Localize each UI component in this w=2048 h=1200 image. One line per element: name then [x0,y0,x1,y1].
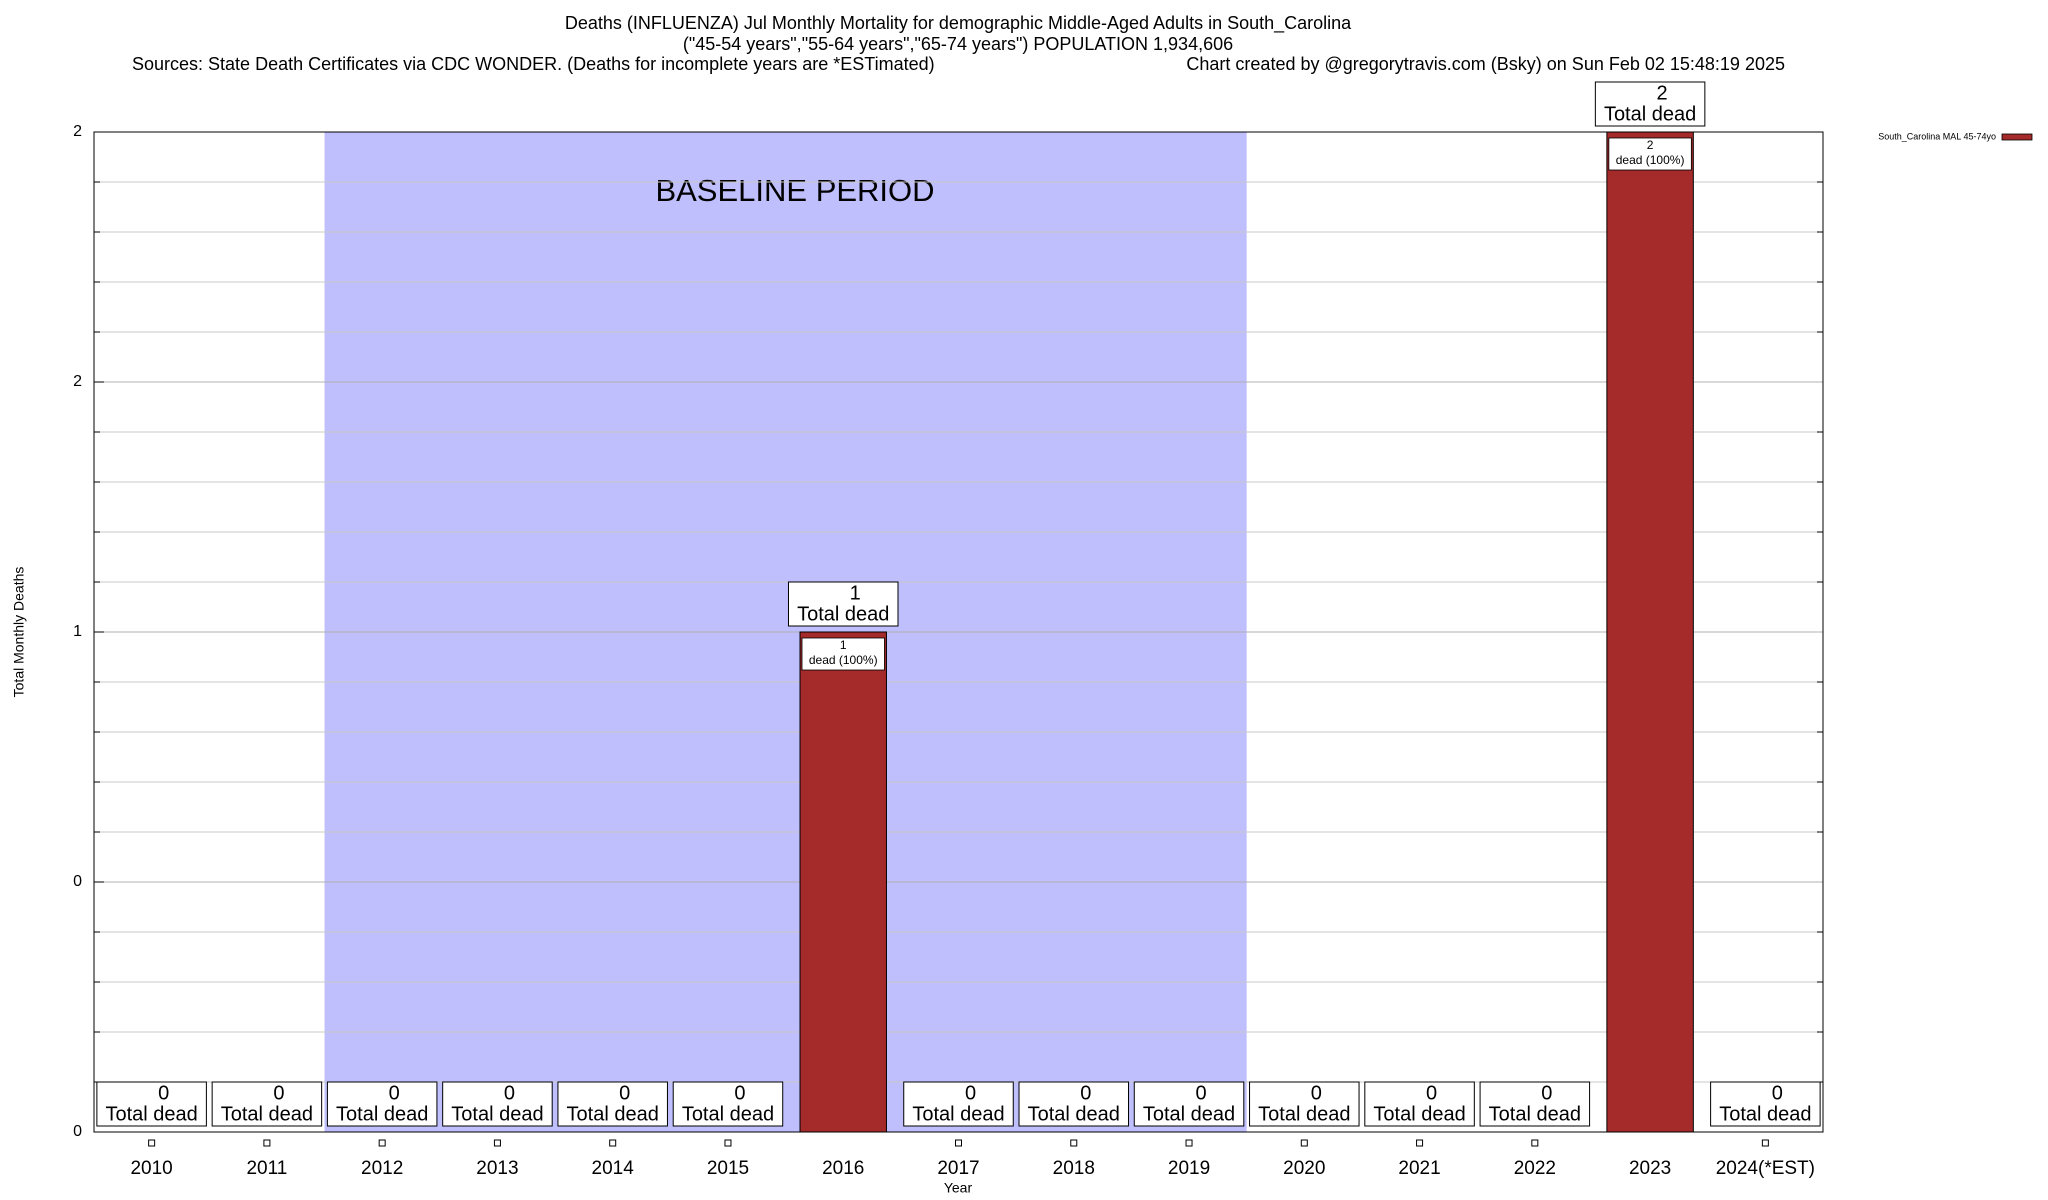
total-label: Total dead [1489,1103,1581,1125]
y-tick-label: 1 [73,623,82,640]
y-tick-label: 2 [73,123,82,140]
chart-credit: Chart created by @gregorytravis.com (Bsk… [1186,54,1785,74]
total-label: Total dead [336,1103,428,1125]
total-label: Total dead [912,1103,1004,1125]
total-box [1249,1081,1360,1127]
y-axis-label: Total Monthly Deaths [11,567,27,698]
legend-swatch [2001,133,2033,141]
y-tick-label: 2 [73,373,82,390]
legend-label: South_Carolina MAL 45-74yo [1878,131,1996,141]
total-label: Total dead [451,1103,543,1125]
total-label: Total dead [1028,1103,1120,1125]
zero-marker [148,1139,156,1147]
total-box [1364,1081,1475,1127]
x-tick-label: 2021 [1398,1158,1440,1179]
total-value: 0 [734,1082,745,1104]
x-tick-label: 2018 [1053,1158,1095,1179]
total-value: 0 [158,1082,169,1104]
total-box [1018,1081,1130,1127]
total-box [96,1081,207,1127]
total-label: Total dead [682,1103,774,1125]
x-tick-label: 2024(*EST) [1716,1158,1815,1179]
x-tick-label: 2023 [1629,1158,1671,1179]
chart-title: Deaths (INFLUENZA) Jul Monthly Mortality… [565,13,1352,34]
total-value: 0 [1772,1082,1783,1104]
zero-marker [493,1139,501,1147]
x-tick-label: 2017 [937,1158,979,1179]
bar [799,631,887,1133]
zero-marker [1185,1139,1193,1147]
x-tick-label: 2014 [592,1158,635,1179]
bar-inner-value: 1 [840,638,847,652]
total-label: Total dead [1719,1103,1811,1125]
zero-marker [1300,1139,1308,1147]
zero-marker [955,1139,962,1147]
total-label: Total dead [221,1103,313,1125]
total-value: 0 [504,1082,515,1104]
zero-marker [378,1139,386,1147]
x-tick-label: 2012 [361,1158,403,1179]
x-tick-label: 2015 [707,1158,749,1179]
total-value: 2 [1657,82,1668,104]
total-value: 0 [965,1082,976,1104]
total-box [903,1081,1014,1127]
total-box [787,581,899,627]
total-value: 0 [389,1082,400,1104]
total-label: Total dead [1143,1103,1235,1125]
zero-marker [1761,1139,1769,1147]
total-value: 0 [1080,1082,1091,1104]
bar-inner-share: dead (100%) [809,653,878,667]
chart-subtitle: ("45-54 years","55-64 years","65-74 year… [683,34,1233,54]
total-label: Total dead [1258,1103,1350,1125]
total-label: Total dead [797,603,889,625]
x-tick-label: 2010 [130,1158,172,1179]
total-box [442,1081,553,1127]
zero-marker [1416,1139,1424,1147]
x-tick-label: 2020 [1283,1158,1325,1179]
bar-inner-box [1608,137,1692,171]
total-box [1479,1081,1591,1127]
chart-sources: Sources: State Death Certificates via CD… [132,54,935,74]
x-axis-label: Year [944,1180,973,1196]
total-value: 0 [273,1082,284,1104]
bar-inner-value: 2 [1647,138,1654,152]
total-box [557,1081,668,1127]
total-box [211,1081,323,1127]
total-value: 0 [1541,1082,1552,1104]
total-box [672,1081,784,1127]
zero-marker [609,1139,617,1147]
total-value: 0 [1195,1082,1206,1104]
total-box [1710,1081,1821,1127]
x-tick-label: 2011 [246,1158,287,1179]
total-value: 0 [619,1082,630,1104]
total-label: Total dead [1604,103,1696,125]
zero-marker [1531,1139,1539,1147]
bar [1606,131,1694,1133]
plot-frame [93,131,1824,1133]
total-value: 1 [850,582,861,604]
total-value: 0 [1311,1082,1322,1104]
total-value: 0 [1426,1082,1437,1104]
total-box [1133,1081,1245,1127]
baseline-label: BASELINE PERIOD [655,173,934,208]
zero-marker [263,1139,271,1147]
y-tick-label: 0 [73,1123,82,1140]
x-tick-label: 2019 [1168,1158,1210,1179]
zero-marker [724,1139,732,1147]
total-label: Total dead [567,1103,659,1125]
bar-inner-share: dead (100%) [1616,153,1685,167]
total-box [1594,81,1706,127]
total-label: Total dead [105,1103,197,1125]
zero-marker [1070,1139,1078,1147]
x-tick-label: 2013 [476,1158,518,1179]
y-tick-label: 0 [73,873,82,890]
x-tick-label: 2016 [822,1158,864,1179]
total-box [326,1081,438,1127]
x-tick-label: 2022 [1514,1158,1556,1179]
total-label: Total dead [1373,1103,1465,1125]
bar-inner-box [801,637,885,671]
